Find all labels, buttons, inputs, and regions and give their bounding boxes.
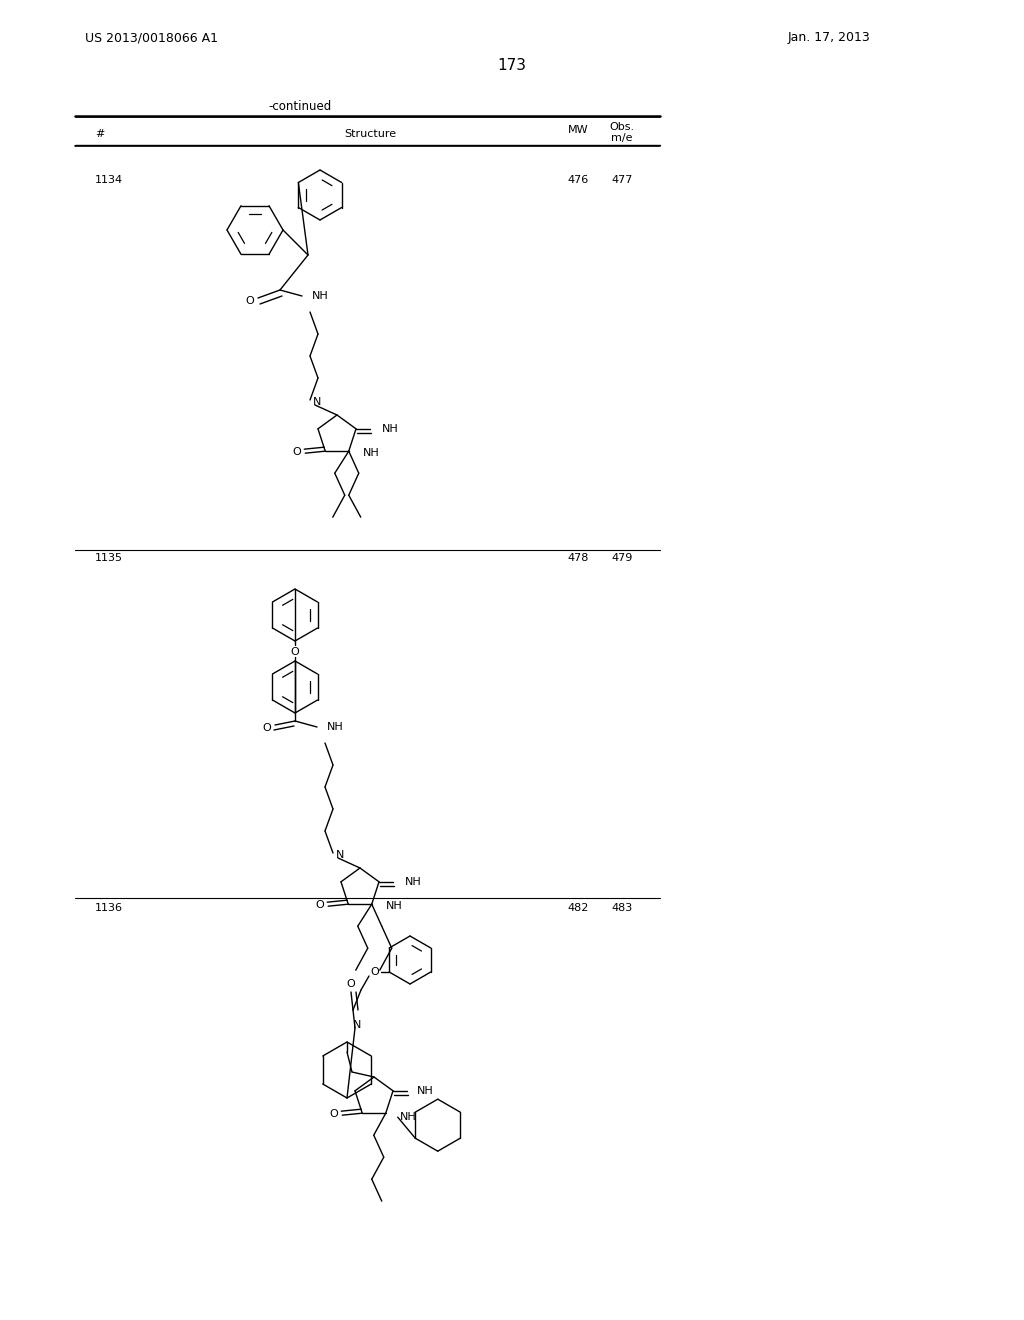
Text: NH: NH xyxy=(382,424,398,434)
Text: NH: NH xyxy=(327,722,344,733)
Text: -continued: -continued xyxy=(268,99,332,112)
Text: Jan. 17, 2013: Jan. 17, 2013 xyxy=(787,32,870,45)
Text: NH: NH xyxy=(312,290,329,301)
Text: 476: 476 xyxy=(567,176,589,185)
Text: O: O xyxy=(315,900,325,911)
Text: Structure: Structure xyxy=(344,129,396,139)
Text: NH: NH xyxy=(399,1113,417,1122)
Text: 1134: 1134 xyxy=(95,176,123,185)
Text: 482: 482 xyxy=(567,903,589,913)
Text: N: N xyxy=(312,397,322,407)
Text: O: O xyxy=(293,447,302,457)
Text: 479: 479 xyxy=(611,553,633,564)
Text: 1135: 1135 xyxy=(95,553,123,564)
Text: N: N xyxy=(336,850,344,861)
Text: NH: NH xyxy=(362,449,380,458)
Text: 1136: 1136 xyxy=(95,903,123,913)
Text: O: O xyxy=(262,723,271,733)
Text: O: O xyxy=(246,296,254,306)
Text: US 2013/0018066 A1: US 2013/0018066 A1 xyxy=(85,32,218,45)
Text: MW: MW xyxy=(567,125,589,135)
Text: N: N xyxy=(353,1020,361,1030)
Text: O: O xyxy=(330,1109,339,1119)
Text: 478: 478 xyxy=(567,553,589,564)
Text: #: # xyxy=(95,129,104,139)
Text: NH: NH xyxy=(386,902,402,911)
Text: 173: 173 xyxy=(498,58,526,73)
Text: O: O xyxy=(291,647,299,657)
Text: NH: NH xyxy=(406,876,422,887)
Text: 483: 483 xyxy=(611,903,633,913)
Text: Obs.: Obs. xyxy=(609,121,635,132)
Text: m/e: m/e xyxy=(611,133,633,143)
Text: 477: 477 xyxy=(611,176,633,185)
Text: NH: NH xyxy=(417,1086,434,1096)
Text: O: O xyxy=(371,968,379,977)
Text: O: O xyxy=(347,979,355,989)
